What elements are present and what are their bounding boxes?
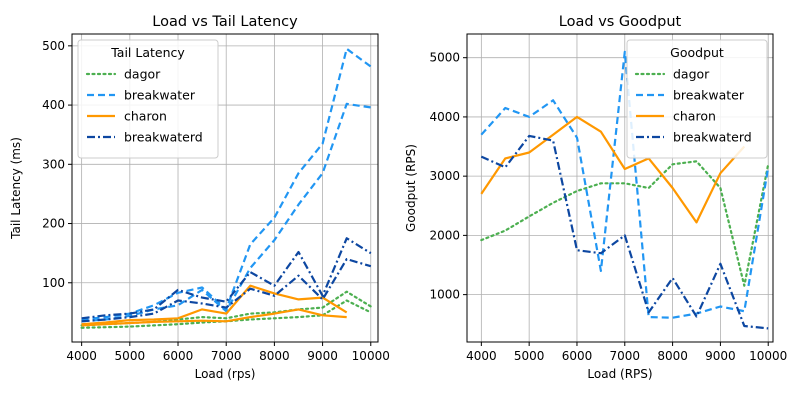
series-line-dagor (80, 290, 372, 327)
legend-label-breakwater: breakwater (124, 88, 196, 103)
y-tick-label: 2000 (429, 228, 460, 242)
x-tick-label: 9000 (307, 349, 338, 363)
x-tick-label: 7000 (211, 349, 242, 363)
x-tick-label: 8000 (657, 349, 688, 363)
x-tick-label: 5000 (514, 349, 545, 363)
legend-title: Tail Latency (110, 45, 185, 60)
y-axis-label: Goodput (RPS) (404, 144, 418, 232)
y-tick-label: 1000 (429, 288, 460, 302)
legend-title: Goodput (670, 45, 724, 60)
series-line-breakwaterd (81, 258, 372, 323)
y-tick-label: 5000 (429, 51, 460, 65)
legend-box (626, 39, 768, 159)
series-line-dagor (480, 160, 770, 287)
y-tick-label: 4000 (429, 110, 460, 124)
y-tick-label: 500 (42, 39, 65, 53)
legend-label-dagor: dagor (124, 67, 161, 82)
chart-title: Load vs Tail Latency (152, 14, 298, 30)
x-axis-label: Load (RPS) (587, 367, 652, 381)
legend: Tail Latency dagor breakwater charon breakwa… (77, 39, 219, 159)
legend-label-breakwaterd: breakwaterd (673, 130, 752, 145)
series-line-breakwater (480, 50, 770, 319)
x-tick-label: 4000 (466, 349, 497, 363)
series-line-breakwaterd (480, 134, 769, 330)
y-tick-label: 200 (42, 217, 65, 231)
series-line-charon (480, 115, 746, 224)
legend-label-breakwater: breakwater (673, 88, 745, 103)
x-tick-label: 10000 (749, 349, 787, 363)
legend-label-charon: charon (673, 109, 716, 124)
legend-label-charon: charon (124, 109, 167, 124)
x-tick-label: 5000 (115, 349, 146, 363)
chart-title: Load vs Goodput (559, 14, 682, 30)
y-tick-label: 300 (42, 157, 65, 171)
plot-frame (466, 33, 774, 343)
y-axis-label: Tail Latency (ms) (9, 137, 23, 240)
series-line-breakwater (81, 102, 371, 323)
x-axis-label: Load (rps) (195, 367, 256, 381)
y-tick-label: 100 (42, 276, 65, 290)
legend-box (77, 39, 219, 159)
y-tick-label: 400 (42, 98, 65, 112)
x-tick-label: 7000 (610, 349, 641, 363)
x-tick-label: 9000 (705, 349, 736, 363)
x-tick-label: 6000 (562, 349, 593, 363)
plot-frame (71, 33, 379, 343)
legend-label-dagor: dagor (673, 67, 710, 82)
series-line-charon (81, 308, 347, 327)
legend-label-breakwaterd: breakwaterd (124, 130, 203, 145)
series-line-charon (81, 284, 348, 326)
x-tick-label: 8000 (259, 349, 290, 363)
y-tick-label: 3000 (429, 169, 460, 183)
legend: Goodput dagor breakwater charon breakwaterd (626, 39, 768, 159)
x-tick-label: 10000 (352, 349, 390, 363)
chart-2: 4000 5000 6000 7000 8000 9000 10000 1000 2000 300… (404, 14, 787, 381)
x-tick-label: 4000 (66, 349, 97, 363)
x-tick-label: 6000 (163, 349, 194, 363)
series-line-breakwaterd (81, 237, 372, 320)
chart-1: 4000 5000 6000 7000 8000 9000 10000 100 200 300 40… (9, 14, 390, 381)
